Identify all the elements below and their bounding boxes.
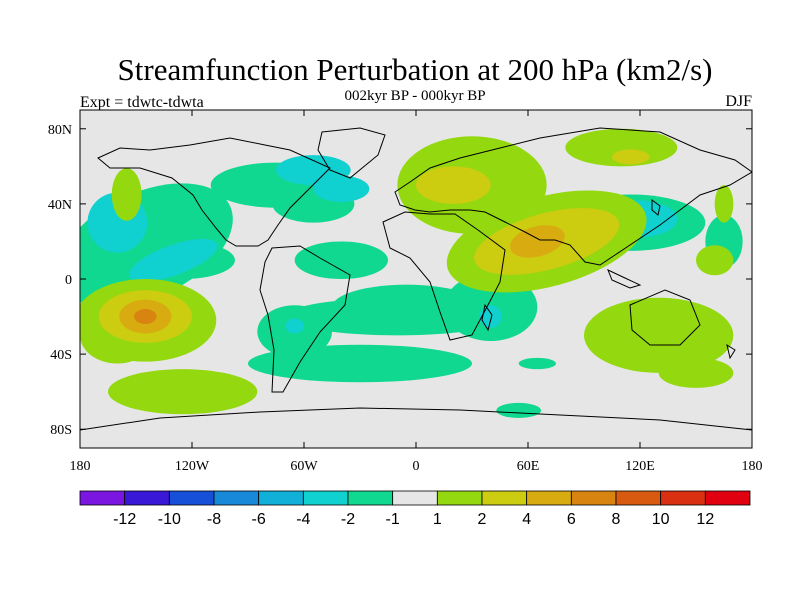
colorbar-swatch-13 — [660, 490, 706, 506]
x-tick-label-5: 120E — [625, 459, 655, 474]
colorbar-label-3: -6 — [252, 511, 266, 528]
field-blob-5-0 — [134, 309, 157, 325]
colorbar-swatch-11 — [570, 490, 617, 506]
colorbar-swatch-1 — [124, 490, 170, 506]
colorbar-swatch-7 — [392, 490, 438, 506]
colorbar-label-1: -10 — [158, 511, 181, 528]
x-tick-label-3: 0 — [413, 459, 420, 474]
chart-subtitle: 002kyr BP - 000kyr BP — [344, 88, 486, 104]
x-tick-label-6: 180 — [742, 459, 763, 474]
colorbar-label-11: 8 — [612, 511, 621, 528]
colorbar-label-8: 2 — [478, 511, 487, 528]
colorbar-swatch-9 — [481, 490, 528, 506]
field-blob-3-3 — [612, 149, 650, 165]
season-label: DJF — [725, 93, 752, 110]
field-blob-2-6 — [584, 297, 734, 373]
colorbar-label-7: 1 — [433, 511, 442, 528]
field-blob-2-8 — [714, 185, 734, 223]
y-tick-label-4: 80S — [50, 423, 72, 438]
field-blob-0-9 — [496, 402, 542, 418]
field-blob-3-1 — [416, 166, 491, 204]
colorbar-swatch-8 — [436, 490, 483, 506]
x-tick-label-0: 180 — [70, 459, 91, 474]
field-blob-0-13 — [285, 297, 510, 336]
x-tick-label-1: 120W — [175, 459, 210, 474]
colorbar-label-9: 4 — [522, 511, 531, 528]
colorbar-label-6: -1 — [386, 511, 400, 528]
colorbar-swatch-14 — [704, 490, 751, 506]
field-blob-1-5 — [285, 318, 304, 334]
y-tick-label-0: 80N — [48, 123, 72, 138]
chart-title: Streamfunction Perturbation at 200 hPa (… — [117, 52, 713, 87]
field-blob-2-2 — [108, 369, 258, 415]
field-blob-2-7 — [658, 357, 734, 388]
colorbar-swatch-4 — [258, 490, 304, 506]
field-blob-2-10 — [696, 245, 734, 276]
colorbar-swatch-2 — [168, 490, 215, 506]
x-axis: 180 120W 60W 0 60E 120E 180 — [70, 110, 763, 474]
field-blob-0-8 — [518, 357, 556, 370]
x-tick-label-2: 60W — [290, 459, 318, 474]
colorbar-label-4: -4 — [296, 511, 310, 528]
field-layer — [80, 128, 743, 418]
colorbar-label-13: 12 — [696, 511, 714, 528]
y-axis: 80N 40N 0 40S 80S — [48, 123, 752, 438]
y-tick-label-1: 40N — [48, 198, 72, 213]
colorbar-swatch-6 — [347, 490, 394, 506]
colorbar-label-2: -8 — [207, 511, 221, 528]
field-blob-1-1 — [129, 238, 218, 282]
y-tick-label-3: 40S — [50, 348, 72, 363]
coastlines — [80, 127, 752, 431]
colorbar-swatch-12 — [615, 490, 662, 506]
field-blob-1-3 — [313, 175, 370, 203]
colorbar-label-5: -2 — [341, 511, 355, 528]
colorbar-swatch-0 — [79, 490, 126, 506]
colorbar: -12 -10 -8 -6 -4 -2 -1 1 2 4 6 8 10 12 — [79, 490, 751, 528]
field-blob-0-12 — [248, 344, 472, 383]
colorbar-label-0: -12 — [113, 511, 136, 528]
field-blob-2-9 — [111, 168, 142, 221]
colorbar-label-12: 10 — [652, 511, 670, 528]
x-tick-label-4: 60E — [517, 459, 540, 474]
y-tick-label-2: 0 — [65, 273, 72, 288]
field-blob-0-4 — [294, 241, 389, 279]
colorbar-swatch-3 — [213, 490, 260, 506]
experiment-label: Expt = tdwtc-tdwta — [80, 94, 204, 111]
colorbar-swatch-10 — [526, 490, 572, 506]
colorbar-label-10: 6 — [567, 511, 576, 528]
field-blob-4-1 — [510, 225, 565, 258]
colorbar-swatch-5 — [302, 490, 349, 506]
